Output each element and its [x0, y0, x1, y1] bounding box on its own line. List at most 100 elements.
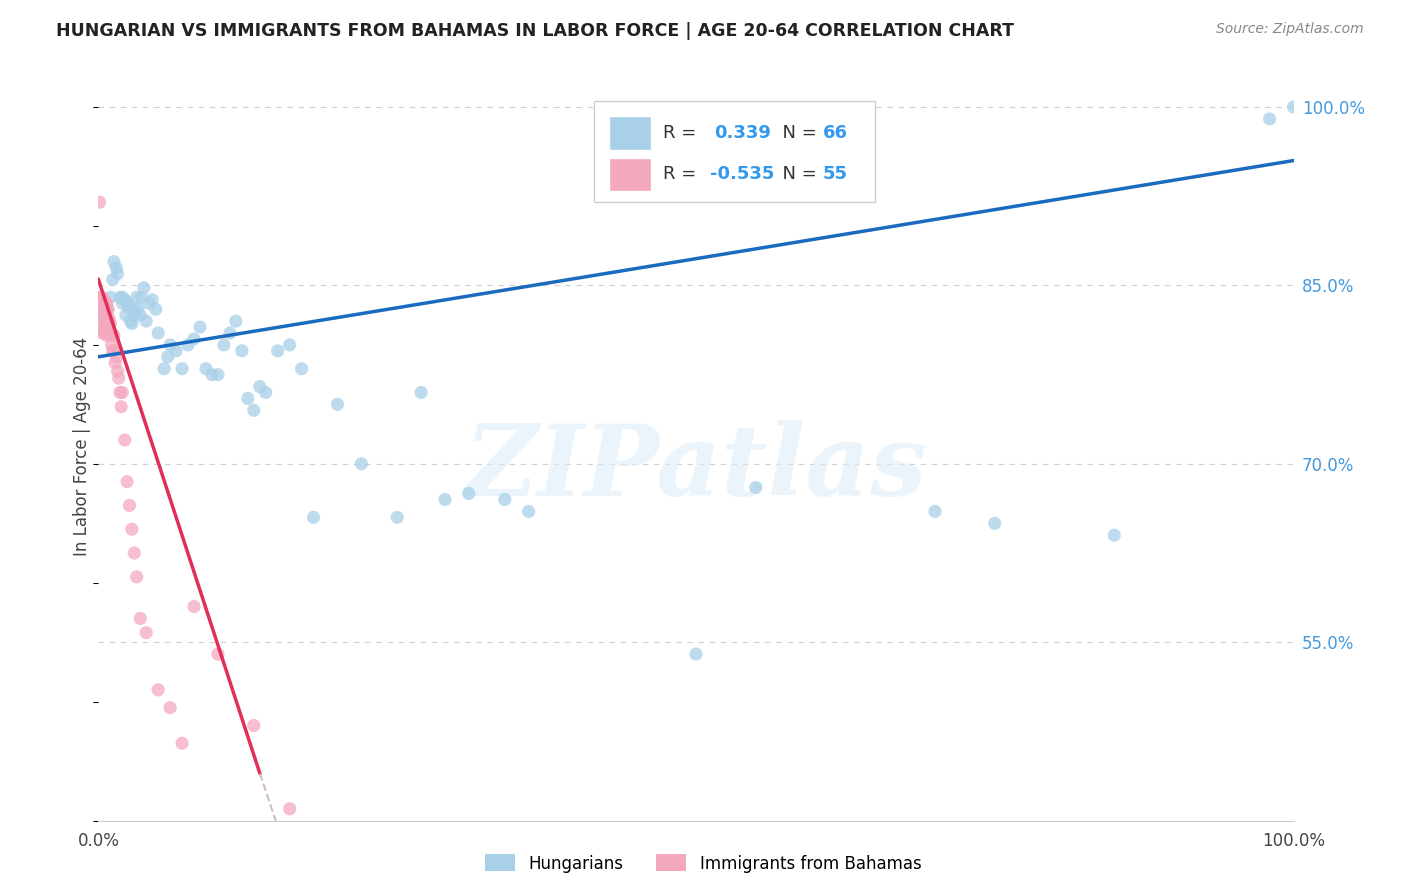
Point — [111, 385, 134, 400]
Point — [93, 308, 115, 322]
Text: Source: ZipAtlas.com: Source: ZipAtlas.com — [1216, 22, 1364, 37]
Point — [93, 326, 115, 340]
Point — [100, 338, 122, 352]
Point — [494, 492, 516, 507]
Point — [243, 718, 266, 732]
Point — [165, 343, 187, 358]
Point — [103, 254, 125, 268]
Point — [89, 290, 111, 304]
Point — [89, 195, 111, 210]
FancyBboxPatch shape — [609, 158, 651, 191]
Point — [107, 267, 129, 281]
Legend: Hungarians, Immigrants from Bahamas: Hungarians, Immigrants from Bahamas — [478, 847, 928, 880]
Point — [1282, 100, 1305, 114]
Point — [115, 475, 138, 489]
Point — [278, 802, 301, 816]
Point — [153, 361, 176, 376]
Point — [177, 338, 200, 352]
Point — [117, 300, 139, 314]
Point — [110, 400, 132, 414]
Point — [145, 302, 167, 317]
Point — [111, 290, 134, 304]
Point — [212, 338, 235, 352]
Point — [243, 403, 266, 417]
Point — [91, 293, 114, 307]
Point — [411, 385, 433, 400]
Point — [141, 293, 163, 307]
Point — [98, 317, 122, 331]
Point — [121, 522, 143, 536]
Point — [195, 361, 218, 376]
Point — [124, 302, 146, 317]
Point — [91, 290, 114, 304]
Point — [107, 364, 129, 378]
Point — [249, 379, 271, 393]
Point — [97, 302, 120, 317]
Point — [100, 326, 122, 340]
Point — [188, 320, 211, 334]
Point — [120, 314, 142, 328]
Point — [101, 343, 124, 358]
Point — [254, 385, 277, 400]
Point — [91, 320, 114, 334]
Text: HUNGARIAN VS IMMIGRANTS FROM BAHAMAS IN LABOR FORCE | AGE 20-64 CORRELATION CHAR: HUNGARIAN VS IMMIGRANTS FROM BAHAMAS IN … — [56, 22, 1014, 40]
Text: ZIPatlas: ZIPatlas — [465, 420, 927, 516]
Point — [97, 302, 120, 317]
Y-axis label: In Labor Force | Age 20-64: In Labor Force | Age 20-64 — [73, 336, 91, 556]
Point — [138, 296, 160, 310]
Point — [96, 296, 118, 310]
Point — [98, 311, 121, 326]
Point — [172, 736, 194, 750]
Point — [125, 290, 148, 304]
Point — [93, 296, 115, 310]
Point — [326, 397, 349, 411]
Point — [278, 338, 301, 352]
FancyBboxPatch shape — [595, 102, 875, 202]
Text: 0.339: 0.339 — [714, 124, 770, 142]
Point — [984, 516, 1007, 531]
Point — [117, 296, 139, 310]
Point — [148, 326, 170, 340]
Point — [98, 328, 122, 343]
Point — [108, 290, 131, 304]
Point — [236, 392, 259, 406]
Point — [93, 296, 115, 310]
Point — [105, 260, 128, 275]
Point — [94, 314, 117, 328]
Point — [103, 343, 125, 358]
Point — [124, 546, 146, 560]
Point — [96, 304, 118, 318]
Point — [745, 481, 768, 495]
Point — [219, 326, 242, 340]
Point — [924, 504, 946, 518]
Point — [91, 314, 114, 328]
FancyBboxPatch shape — [609, 116, 651, 150]
Text: -0.535: -0.535 — [710, 165, 775, 183]
Point — [267, 343, 290, 358]
Point — [1258, 112, 1281, 126]
Text: R =: R = — [662, 124, 707, 142]
Point — [90, 296, 112, 310]
Point — [114, 293, 136, 307]
Text: 66: 66 — [823, 124, 848, 142]
Point — [159, 700, 181, 714]
Point — [207, 368, 229, 382]
Point — [132, 281, 155, 295]
Point — [107, 371, 129, 385]
Point — [127, 302, 149, 317]
Point — [183, 599, 205, 614]
Point — [108, 385, 131, 400]
Point — [225, 314, 247, 328]
Point — [90, 308, 112, 322]
Text: N =: N = — [772, 124, 823, 142]
Point — [172, 361, 194, 376]
Point — [91, 326, 114, 340]
Point — [98, 320, 121, 334]
Point — [98, 290, 122, 304]
Point — [685, 647, 707, 661]
Point — [291, 361, 314, 376]
Point — [124, 308, 146, 322]
Point — [97, 314, 120, 328]
Text: R =: R = — [662, 165, 702, 183]
Point — [148, 682, 170, 697]
